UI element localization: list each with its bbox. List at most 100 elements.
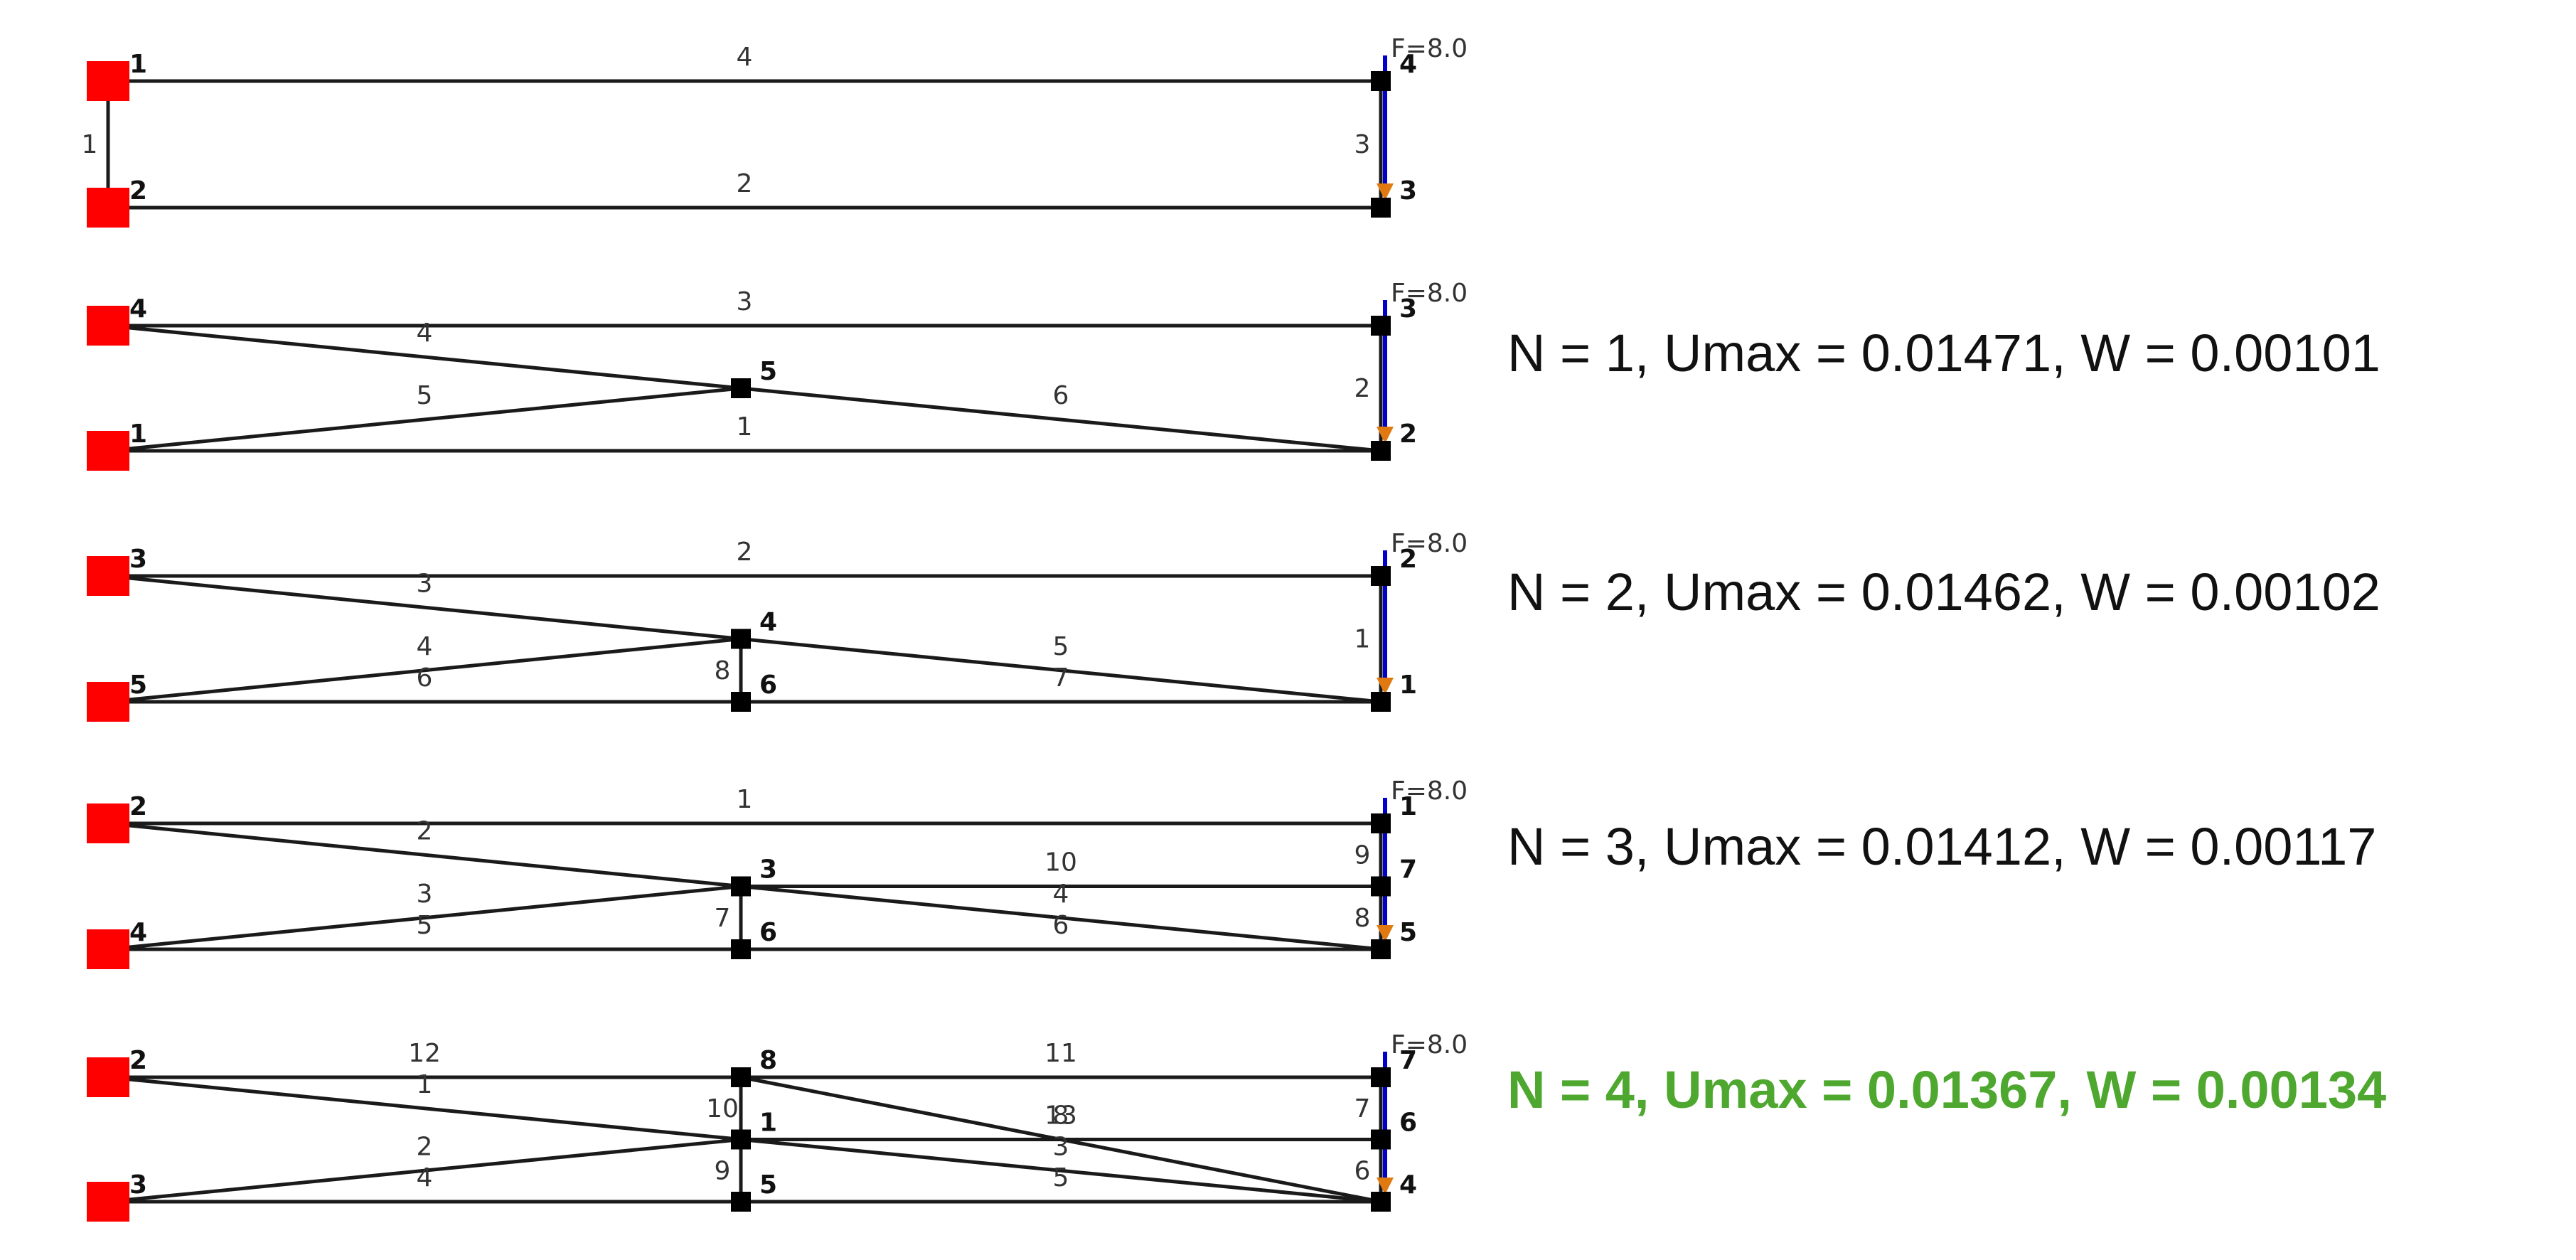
force-label: F=8.0 — [1391, 529, 1468, 558]
support-node — [87, 188, 129, 228]
node-label: 4 — [759, 608, 777, 637]
free-node — [731, 1067, 751, 1087]
force-label: F=8.0 — [1391, 776, 1468, 806]
force-arrowhead — [1377, 427, 1394, 444]
node-label: 2 — [1399, 420, 1417, 449]
node-label: 3 — [129, 1170, 147, 1200]
member-label: 3 — [1053, 1132, 1069, 1161]
free-node — [731, 1129, 751, 1150]
member-label: 2 — [417, 816, 433, 845]
support-node — [87, 803, 129, 843]
free-node — [1371, 1067, 1391, 1087]
member-label: 7 — [1053, 663, 1069, 693]
member-label: 5 — [417, 911, 433, 940]
member-line — [107, 821, 742, 888]
truss-1: 1 4 2 3 F=8.0 1 2 4 3 — [82, 34, 1468, 228]
support-node — [87, 1182, 129, 1222]
free-node — [1371, 1192, 1391, 1212]
member-label: 1 — [1354, 625, 1371, 654]
node-label: 2 — [129, 792, 147, 821]
member-line — [107, 885, 742, 951]
node-label: 7 — [1399, 1046, 1417, 1075]
free-node — [1371, 316, 1391, 336]
node-label: 1 — [1399, 792, 1417, 821]
node-label: 2 — [129, 176, 147, 205]
free-node — [1371, 441, 1391, 461]
member-label: 8 — [1354, 904, 1371, 933]
node-label: 2 — [129, 1046, 147, 1075]
node-label: 3 — [129, 545, 147, 574]
member-line — [107, 324, 742, 390]
node-label: 2 — [1399, 545, 1417, 574]
member-label: 13 — [1044, 1101, 1077, 1131]
member-label: 11 — [1044, 1039, 1077, 1068]
node-label: 6 — [759, 918, 777, 947]
support-node — [87, 431, 129, 471]
member-line — [740, 1138, 1381, 1204]
force-label: F=8.0 — [1391, 34, 1468, 63]
force-arrowhead — [1377, 183, 1394, 201]
free-node — [1371, 876, 1391, 897]
member-label: 7 — [1354, 1094, 1371, 1123]
member-line — [740, 637, 1381, 704]
free-node — [1371, 813, 1391, 833]
free-node — [731, 1192, 751, 1212]
force-arrowhead — [1377, 678, 1394, 695]
member-label: 1 — [82, 130, 98, 159]
force-arrowhead — [1377, 925, 1394, 942]
member-label: 4 — [1053, 880, 1069, 909]
member-label: 8 — [715, 656, 731, 685]
support-node — [87, 1057, 129, 1097]
node-label: 7 — [1399, 855, 1417, 885]
free-node — [731, 692, 751, 712]
member-label: 4 — [417, 1163, 433, 1192]
support-node — [87, 929, 129, 969]
free-node — [731, 876, 751, 897]
node-label: 6 — [759, 671, 777, 700]
member-label: 3 — [417, 569, 433, 598]
member-line — [107, 1138, 742, 1204]
free-node — [1371, 939, 1391, 959]
member-line — [107, 386, 742, 453]
member-label: 12 — [408, 1039, 441, 1068]
support-node — [87, 61, 129, 101]
member-label: 5 — [1053, 632, 1069, 661]
node-label: 3 — [1399, 294, 1417, 324]
node-label: 8 — [759, 1046, 777, 1075]
node-label: 1 — [1399, 671, 1417, 700]
node-label: 4 — [1399, 1170, 1417, 1200]
node-label: 3 — [1399, 176, 1417, 205]
member-label: 3 — [417, 880, 433, 909]
member-label: 5 — [417, 381, 433, 410]
node-label: 5 — [759, 1170, 777, 1200]
node-label: 4 — [129, 294, 147, 324]
result-n1: N = 1, Umax = 0.01471, W = 0.00101 — [1507, 324, 2380, 383]
member-label: 2 — [737, 169, 753, 198]
member-label: 6 — [1354, 1156, 1371, 1185]
force-arrowhead — [1377, 1178, 1394, 1195]
free-node — [731, 629, 751, 649]
member-label: 4 — [737, 43, 753, 72]
member-label: 3 — [737, 287, 753, 316]
node-label: 6 — [1399, 1109, 1417, 1138]
member-label: 2 — [1354, 374, 1371, 403]
free-node — [1371, 198, 1391, 218]
free-node — [1371, 566, 1391, 586]
member-label: 1 — [737, 785, 753, 814]
node-label: 1 — [129, 50, 147, 79]
force-label: F=8.0 — [1391, 279, 1468, 308]
node-label: 5 — [129, 671, 147, 700]
member-label: 7 — [715, 904, 731, 933]
member-label: 2 — [737, 538, 753, 567]
force-label: F=8.0 — [1391, 1030, 1468, 1059]
member-label: 10 — [1044, 848, 1077, 877]
result-n3: N = 3, Umax = 0.01412, W = 0.00117 — [1507, 817, 2377, 876]
member-label: 4 — [417, 632, 433, 661]
result-n4-best: N = 4, Umax = 0.01367, W = 0.00134 — [1507, 1060, 2387, 1119]
support-node — [87, 682, 129, 722]
member-label: 1 — [417, 1070, 433, 1099]
